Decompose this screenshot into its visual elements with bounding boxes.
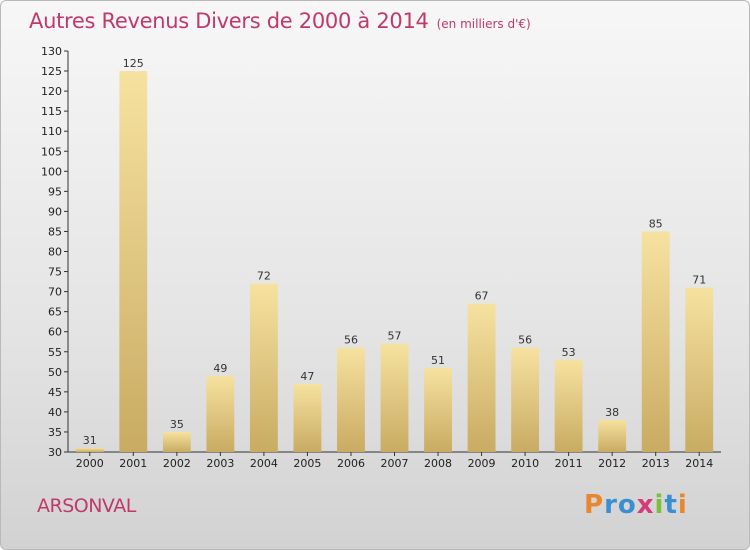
x-tick-label: 2004 (250, 457, 278, 470)
y-tick-label: 40 (48, 406, 62, 419)
data-label-2006: 56 (344, 334, 358, 347)
y-tick-label: 30 (48, 446, 62, 459)
x-tick-label: 2008 (424, 457, 452, 470)
logo-letter: P (584, 490, 604, 520)
y-tick-label: 95 (48, 185, 62, 198)
logo-letter: o (618, 490, 637, 520)
bar-2000 (76, 448, 104, 452)
bar-2012 (598, 420, 626, 452)
y-tick-label: 125 (41, 65, 62, 78)
data-label-2007: 57 (388, 330, 402, 343)
bar-2013 (642, 231, 670, 452)
x-tick-label: 2011 (555, 457, 583, 470)
bar-2011 (555, 360, 583, 452)
bar-2006 (337, 348, 365, 452)
data-label-2010: 56 (518, 334, 532, 347)
data-label-2000: 31 (83, 434, 97, 447)
data-label-2004: 72 (257, 270, 271, 283)
data-label-2003: 49 (213, 362, 227, 375)
x-axis-ticks: 2000 2001 2002 2003 2004 2005 2006 2007 2008 2009… (76, 452, 713, 470)
bar-2010 (511, 348, 539, 452)
y-tick-label: 110 (41, 125, 62, 138)
logo-letter: x (637, 490, 655, 520)
logo-letter: t (664, 490, 677, 520)
x-tick-label: 2005 (293, 457, 321, 470)
data-label-2005: 47 (300, 370, 314, 383)
bars: 31 125 35 49 72 47 56 57 51 67 56 53 38 85 71 (76, 57, 713, 452)
y-tick-label: 100 (41, 165, 62, 178)
y-tick-label: 85 (48, 225, 62, 238)
data-label-2009: 67 (475, 290, 489, 303)
x-tick-label: 2003 (206, 457, 234, 470)
y-tick-label: 55 (48, 346, 62, 359)
x-tick-label: 2007 (381, 457, 409, 470)
data-label-2002: 35 (170, 418, 184, 431)
y-tick-label: 60 (48, 326, 62, 339)
x-tick-label: 2001 (119, 457, 147, 470)
data-label-2008: 51 (431, 354, 445, 367)
y-tick-label: 70 (48, 286, 62, 299)
y-tick-label: 115 (41, 105, 62, 118)
x-tick-label: 2000 (76, 457, 104, 470)
data-label-2011: 53 (562, 346, 576, 359)
data-label-2014: 71 (692, 274, 706, 287)
bar-2001 (119, 71, 147, 452)
bar-2004 (250, 284, 278, 452)
data-label-2001: 125 (123, 57, 144, 70)
x-tick-label: 2009 (468, 457, 496, 470)
y-tick-label: 50 (48, 366, 62, 379)
y-tick-label: 120 (41, 85, 62, 98)
bar-2014 (685, 288, 713, 452)
x-tick-label: 2014 (685, 457, 713, 470)
logo-letter: r (604, 490, 618, 520)
x-tick-label: 2013 (642, 457, 670, 470)
x-tick-label: 2002 (163, 457, 191, 470)
x-tick-label: 2012 (598, 457, 626, 470)
bar-2008 (424, 368, 452, 452)
commune-name: ARSONVAL (37, 495, 136, 517)
data-label-2013: 85 (649, 217, 663, 230)
y-tick-label: 75 (48, 266, 62, 279)
logo-letter: i (678, 490, 688, 520)
y-tick-label: 65 (48, 306, 62, 319)
x-tick-label: 2006 (337, 457, 365, 470)
y-tick-label: 105 (41, 145, 62, 158)
bar-2003 (206, 376, 234, 452)
bar-2002 (163, 432, 191, 452)
y-tick-label: 80 (48, 246, 62, 259)
proxiti-logo: Proxiti (584, 490, 688, 520)
data-label-2012: 38 (605, 406, 619, 419)
y-tick-label: 35 (48, 426, 62, 439)
bar-2005 (294, 384, 322, 452)
y-tick-label: 45 (48, 386, 62, 399)
y-axis-ticks: 30 35 40 45 50 55 60 65 70 75 80 85 90 95 100 105 110 115… (41, 45, 68, 459)
bar-2007 (381, 344, 409, 452)
y-tick-label: 130 (41, 45, 62, 58)
y-tick-label: 90 (48, 205, 62, 218)
bar-2009 (468, 304, 496, 452)
x-tick-label: 2010 (511, 457, 539, 470)
logo-letter: i (655, 490, 665, 520)
